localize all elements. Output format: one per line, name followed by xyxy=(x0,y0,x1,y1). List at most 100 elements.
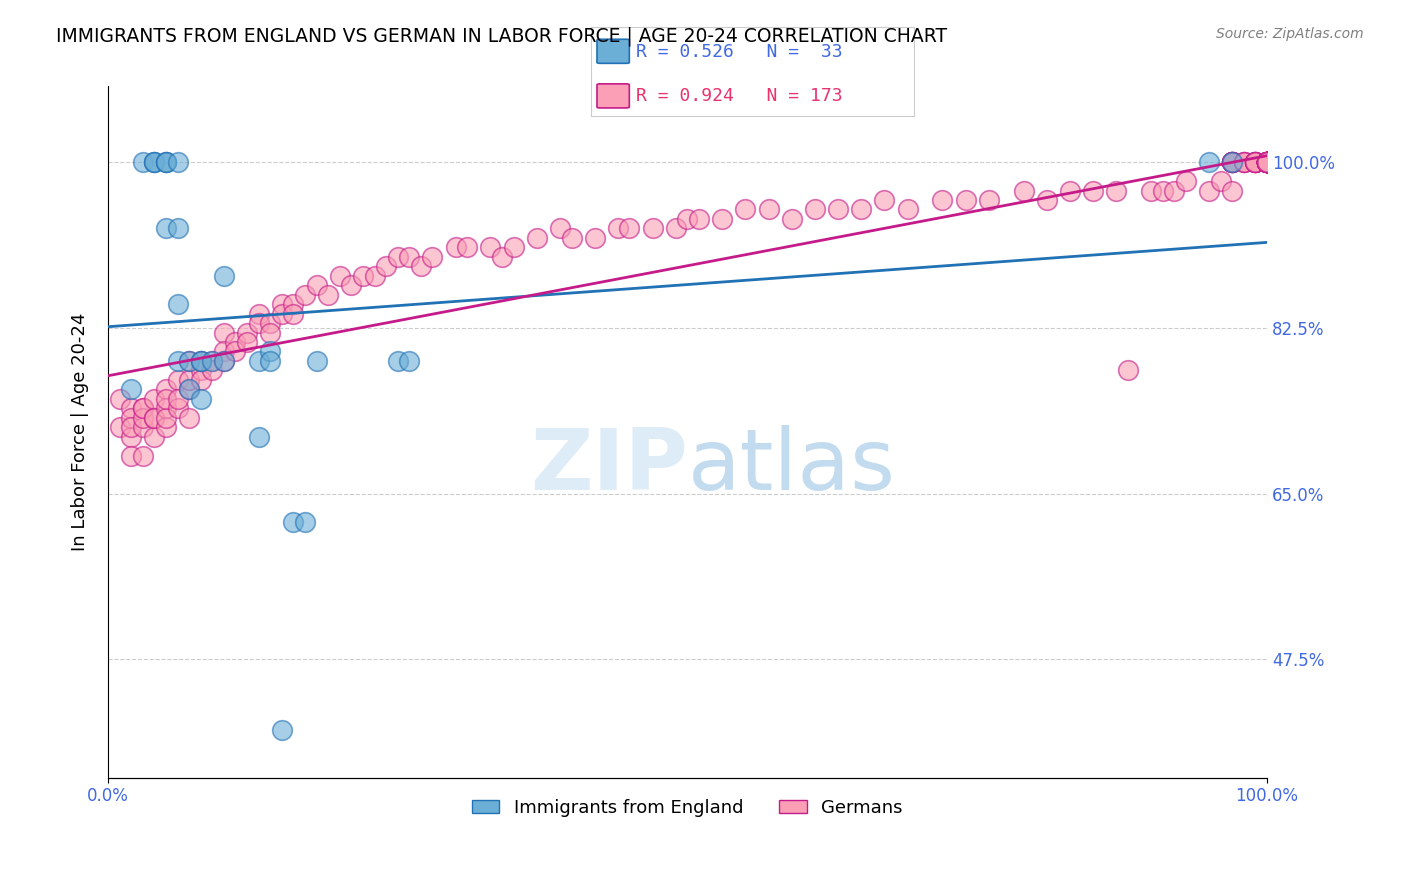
Point xyxy=(179,373,201,387)
Point xyxy=(190,373,212,387)
Point xyxy=(1256,155,1278,169)
Point xyxy=(224,334,246,349)
Point xyxy=(711,211,734,226)
Point xyxy=(1220,155,1243,169)
Point xyxy=(1256,155,1278,169)
Point xyxy=(873,193,896,207)
Point xyxy=(375,259,398,273)
Point xyxy=(190,392,212,406)
Point xyxy=(1256,155,1278,169)
Point xyxy=(955,193,977,207)
Point xyxy=(143,392,166,406)
Point xyxy=(1220,155,1243,169)
Point xyxy=(1140,184,1163,198)
Point xyxy=(236,334,259,349)
Point xyxy=(143,155,166,169)
Point xyxy=(352,268,374,283)
Point xyxy=(479,240,502,254)
Point xyxy=(120,382,142,396)
Point xyxy=(201,354,224,368)
Point xyxy=(1256,155,1278,169)
Y-axis label: In Labor Force | Age 20-24: In Labor Force | Age 20-24 xyxy=(72,313,89,551)
Point xyxy=(1256,155,1278,169)
Point xyxy=(1244,155,1267,169)
Point xyxy=(1081,184,1104,198)
Point xyxy=(283,307,305,321)
Point xyxy=(132,155,155,169)
Point xyxy=(1256,155,1278,169)
Point xyxy=(619,221,641,235)
Point xyxy=(179,382,201,396)
Point xyxy=(1256,155,1278,169)
Point xyxy=(1244,155,1267,169)
Point xyxy=(1244,155,1267,169)
Point xyxy=(190,354,212,368)
Point xyxy=(1220,155,1243,169)
Point xyxy=(155,410,177,425)
Point xyxy=(456,240,478,254)
Point xyxy=(166,401,188,416)
Point xyxy=(179,410,201,425)
Point xyxy=(409,259,432,273)
Point xyxy=(1220,155,1243,169)
Point xyxy=(1256,155,1278,169)
Point xyxy=(1209,174,1232,188)
Point xyxy=(398,250,420,264)
Point xyxy=(548,221,571,235)
Point xyxy=(259,326,281,340)
Point xyxy=(155,401,177,416)
Point xyxy=(340,278,363,293)
Point xyxy=(179,382,201,396)
Point xyxy=(201,363,224,377)
Point xyxy=(851,202,873,217)
Point xyxy=(583,231,606,245)
Point xyxy=(1256,155,1278,169)
Point xyxy=(108,420,131,434)
Point xyxy=(201,354,224,368)
Point xyxy=(316,287,339,301)
Point xyxy=(897,202,920,217)
Point xyxy=(212,354,235,368)
Point xyxy=(247,354,270,368)
Point xyxy=(132,410,155,425)
Point xyxy=(1220,155,1243,169)
Point xyxy=(247,307,270,321)
Point xyxy=(827,202,849,217)
Point xyxy=(1256,155,1278,169)
Point xyxy=(259,316,281,330)
Point xyxy=(120,420,142,434)
Point xyxy=(804,202,827,217)
Point xyxy=(155,155,177,169)
Point xyxy=(1256,155,1278,169)
Point xyxy=(676,211,699,226)
Point xyxy=(166,221,188,235)
Point xyxy=(1198,184,1220,198)
Point xyxy=(1220,155,1243,169)
FancyBboxPatch shape xyxy=(598,39,630,63)
Point xyxy=(283,515,305,529)
Point xyxy=(1035,193,1057,207)
Point xyxy=(120,430,142,444)
Point xyxy=(1256,155,1278,169)
Point xyxy=(143,430,166,444)
Point xyxy=(1105,184,1128,198)
Text: R = 0.924   N = 173: R = 0.924 N = 173 xyxy=(636,87,842,105)
Point xyxy=(155,392,177,406)
Point xyxy=(526,231,548,245)
Point xyxy=(259,354,281,368)
Point xyxy=(270,307,292,321)
Point xyxy=(132,401,155,416)
Point xyxy=(387,250,409,264)
Point xyxy=(444,240,467,254)
Point xyxy=(1256,155,1278,169)
Point xyxy=(1256,155,1278,169)
Point xyxy=(1256,155,1278,169)
Point xyxy=(132,401,155,416)
Point xyxy=(606,221,628,235)
Point xyxy=(1256,155,1278,169)
Point xyxy=(1233,155,1256,169)
Point xyxy=(665,221,688,235)
Point xyxy=(422,250,444,264)
Point xyxy=(1256,155,1278,169)
Point xyxy=(1256,155,1278,169)
